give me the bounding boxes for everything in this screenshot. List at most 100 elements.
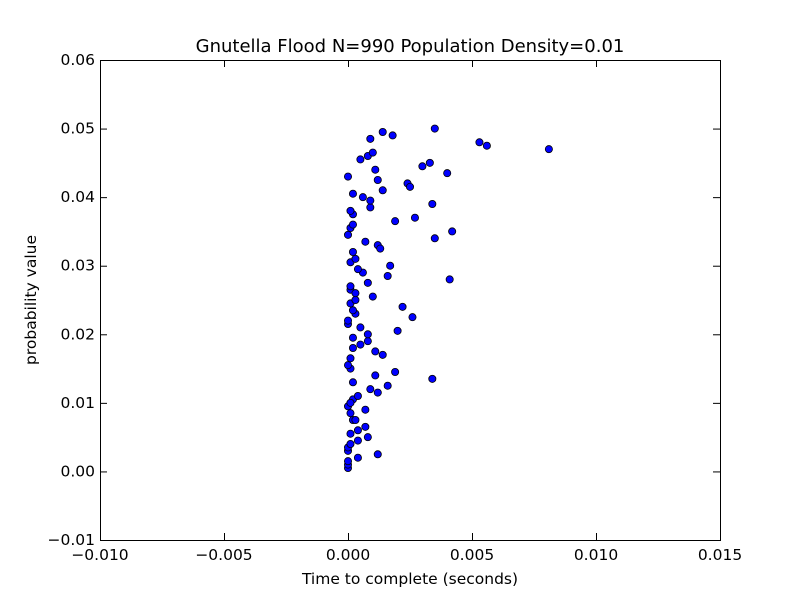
data-point	[343, 172, 352, 181]
data-point	[346, 409, 355, 418]
x-tick-label: −0.005	[195, 546, 252, 564]
data-point	[366, 134, 375, 143]
x-tick-label: 0.000	[326, 546, 370, 564]
data-point	[348, 247, 357, 256]
data-point	[348, 220, 357, 229]
data-point	[373, 388, 382, 397]
data-point	[430, 124, 439, 133]
data-point	[348, 333, 357, 342]
data-point	[346, 429, 355, 438]
data-point	[361, 422, 370, 431]
data-point	[391, 217, 400, 226]
data-point	[378, 127, 387, 136]
data-point	[410, 213, 419, 222]
data-point	[544, 145, 553, 154]
data-point	[376, 244, 385, 253]
y-tick-label: 0.00	[60, 462, 95, 480]
x-axis-label: Time to complete (seconds)	[301, 570, 518, 588]
data-point	[366, 196, 375, 205]
data-point	[343, 457, 352, 466]
data-point	[346, 354, 355, 363]
data-point	[391, 367, 400, 376]
data-point	[366, 385, 375, 394]
data-point	[356, 340, 365, 349]
data-point	[388, 131, 397, 140]
data-point	[386, 261, 395, 270]
data-point	[363, 433, 372, 442]
y-tick-label: 0.05	[60, 120, 95, 138]
data-point	[371, 347, 380, 356]
y-axis-label: probability value	[22, 235, 40, 365]
data-point	[358, 193, 367, 202]
data-point	[363, 337, 372, 346]
data-point	[371, 371, 380, 380]
data-point	[482, 141, 491, 150]
data-point	[353, 265, 362, 274]
y-tick-label: 0.02	[60, 325, 95, 343]
x-tick-label: 0.010	[574, 546, 618, 564]
data-point	[368, 148, 377, 157]
data-point	[428, 199, 437, 208]
data-point	[353, 436, 362, 445]
data-point	[373, 175, 382, 184]
data-point	[373, 450, 382, 459]
data-point	[346, 439, 355, 448]
x-tick-label: 0.005	[450, 546, 494, 564]
data-point	[383, 381, 392, 390]
data-point	[353, 453, 362, 462]
data-point	[343, 361, 352, 370]
data-point	[443, 169, 452, 178]
data-point	[405, 182, 414, 191]
data-point	[351, 295, 360, 304]
data-point	[363, 330, 372, 339]
y-tick-label: 0.03	[60, 257, 95, 275]
data-point	[408, 313, 417, 322]
data-point	[361, 237, 370, 246]
data-point	[351, 254, 360, 263]
data-point	[428, 374, 437, 383]
data-points	[343, 124, 553, 472]
y-tick-label: 0.04	[60, 188, 95, 206]
data-point	[351, 415, 360, 424]
data-point	[348, 189, 357, 198]
data-point	[346, 206, 355, 215]
data-point	[368, 292, 377, 301]
data-point	[418, 162, 427, 171]
plot-frame	[100, 60, 721, 541]
data-point	[371, 165, 380, 174]
data-point	[353, 426, 362, 435]
data-point	[346, 282, 355, 291]
data-point	[356, 155, 365, 164]
x-tick-label: −0.010	[71, 546, 128, 564]
data-point	[348, 343, 357, 352]
data-point	[356, 323, 365, 332]
chart-title: Gnutella Flood N=990 Population Density=…	[196, 36, 625, 57]
data-point	[475, 138, 484, 147]
data-point	[448, 227, 457, 236]
data-point	[398, 302, 407, 311]
y-tick-label: 0.01	[60, 394, 95, 412]
data-point	[353, 391, 362, 400]
data-point	[425, 158, 434, 167]
data-point	[343, 230, 352, 239]
data-point	[445, 275, 454, 284]
data-point	[393, 326, 402, 335]
axis-ticks: −0.010 −0.005 0.000 0.005 0.010 0.015 −0.01 0.0…	[48, 51, 743, 564]
data-point	[378, 186, 387, 195]
data-point	[343, 316, 352, 325]
data-point	[363, 278, 372, 287]
data-point	[351, 289, 360, 298]
data-point	[348, 306, 357, 315]
data-point	[366, 203, 375, 212]
data-point	[346, 398, 355, 407]
y-tick-label: −0.01	[48, 531, 96, 549]
x-tick-label: 0.015	[698, 546, 742, 564]
data-point	[430, 234, 439, 243]
data-point	[361, 405, 370, 414]
data-point	[348, 378, 357, 387]
data-point	[383, 271, 392, 280]
data-point	[378, 350, 387, 359]
